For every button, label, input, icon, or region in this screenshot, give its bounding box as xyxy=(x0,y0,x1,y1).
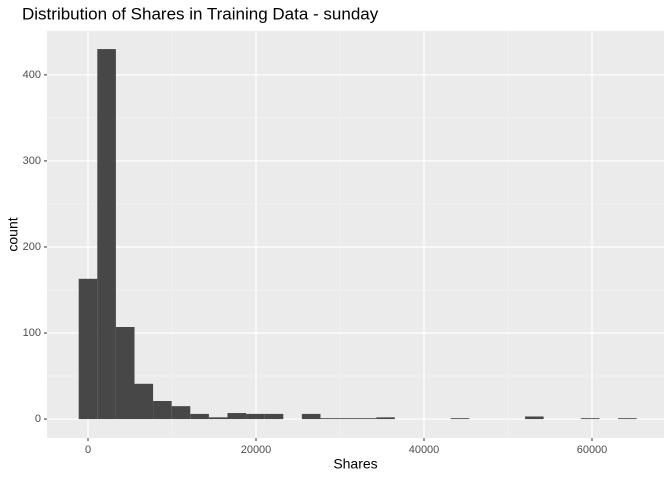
x-axis-title: Shares xyxy=(333,456,377,472)
bar xyxy=(320,418,340,420)
x-tick-label: 60000 xyxy=(577,444,608,456)
bar xyxy=(208,417,228,420)
y-tick-label: 400 xyxy=(23,69,41,81)
y-tick-label: 0 xyxy=(35,413,41,425)
bar xyxy=(525,416,544,420)
bar xyxy=(339,418,358,420)
y-axis-title: count xyxy=(5,217,21,251)
bar xyxy=(376,417,395,420)
chart-title: Distribution of Shares in Training Data … xyxy=(22,4,379,23)
bar xyxy=(171,406,191,420)
bar xyxy=(264,413,284,420)
bar xyxy=(153,401,172,420)
y-tick-label: 200 xyxy=(23,241,41,253)
x-tick-label: 20000 xyxy=(241,444,272,456)
x-tick-label: 40000 xyxy=(409,444,440,456)
y-tick-label: 300 xyxy=(23,155,41,167)
y-tick-label: 100 xyxy=(23,327,41,339)
panel-background xyxy=(47,31,664,438)
bar xyxy=(227,413,247,420)
bar xyxy=(246,413,265,420)
bar xyxy=(357,418,377,420)
bar xyxy=(301,413,321,420)
x-tick-label: 0 xyxy=(85,444,91,456)
bar xyxy=(78,278,98,420)
bar xyxy=(134,383,154,420)
bar xyxy=(190,413,209,420)
bar xyxy=(450,418,470,420)
bar xyxy=(115,327,135,420)
bar xyxy=(618,418,637,420)
bar xyxy=(97,49,116,420)
bar xyxy=(580,418,600,420)
